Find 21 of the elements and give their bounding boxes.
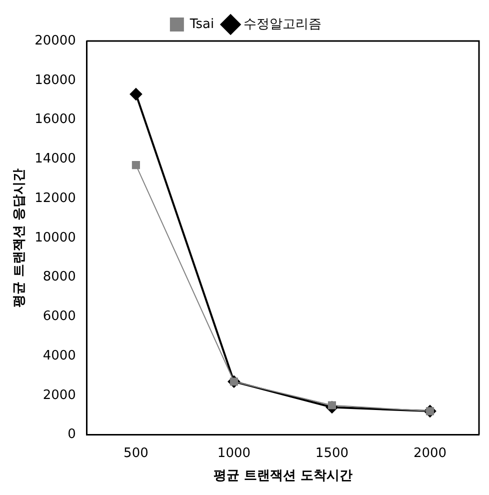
y-tick-label: 18000 — [34, 72, 76, 88]
x-tick-label: 1500 — [315, 446, 349, 461]
legend-label: 수정알고리즘 — [244, 16, 322, 32]
y-tick-label: 6000 — [42, 309, 76, 324]
y-tick-label: 0 — [68, 427, 76, 442]
y-tick-label: 16000 — [34, 112, 76, 128]
x-tick-label: 1000 — [217, 446, 251, 461]
x-axis-title: 평균 트랜잭션 도착시간 — [213, 468, 353, 484]
y-tick-label: 4000 — [42, 348, 76, 364]
y-tick-label: 8000 — [42, 270, 76, 285]
x-tick-label: 500 — [124, 446, 148, 461]
y-tick-label: 10000 — [34, 230, 76, 246]
point — [130, 88, 142, 100]
point — [132, 161, 140, 170]
y-tick-label: 20000 — [34, 33, 76, 48]
y-tick-label: 14000 — [34, 152, 76, 167]
y-axis-title: 평균 트랜잭션 응답시간 — [12, 168, 28, 308]
y-tick-label: 12000 — [34, 190, 76, 206]
y-tick-label: 2000 — [42, 388, 76, 403]
legend-label: Tsai — [188, 16, 214, 32]
x-tick-label: 2000 — [413, 446, 447, 461]
